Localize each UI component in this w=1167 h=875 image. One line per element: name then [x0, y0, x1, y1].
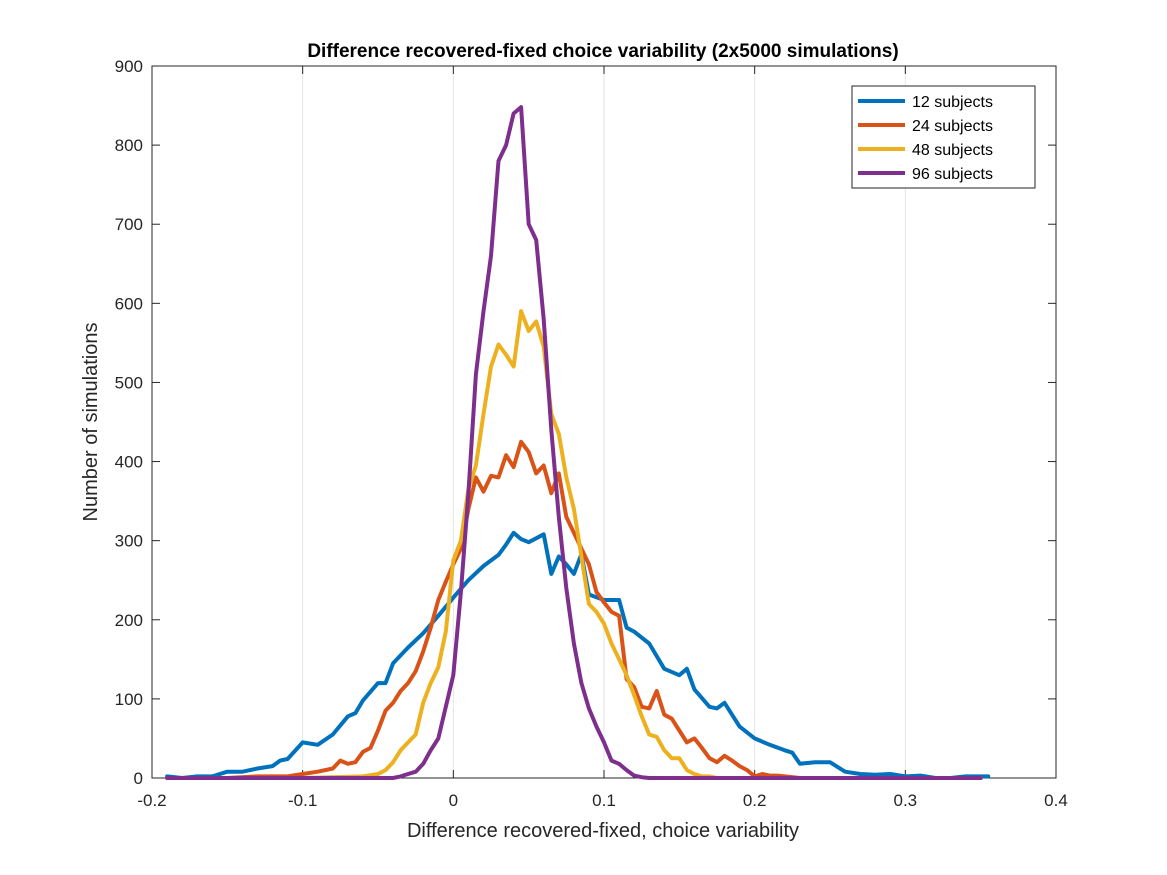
y-tick-label: 800	[115, 136, 143, 155]
legend: 12 subjects 24 subjects 48 subjects 96 subj…	[851, 85, 1036, 189]
legend-label: 96 subjects	[912, 166, 993, 183]
y-tick-label: 500	[115, 373, 143, 392]
y-axis: 0 100 200 300 400 500 600 700 800 900	[115, 57, 1056, 788]
x-tick-label: -0.1	[288, 791, 317, 810]
x-tick-label: 0.4	[1044, 791, 1068, 810]
x-axis-label: Difference recovered-fixed, choice varia…	[407, 820, 799, 842]
y-tick-label: 300	[115, 532, 143, 551]
y-tick-label: 100	[115, 690, 143, 709]
y-tick-label: 200	[115, 611, 143, 630]
series-line-3	[165, 309, 983, 780]
legend-label: 12 subjects	[912, 94, 993, 111]
y-tick-label: 0	[134, 769, 143, 788]
series-line-4	[165, 105, 983, 780]
series-line-1	[165, 530, 991, 780]
x-tick-label: 0	[449, 791, 458, 810]
y-tick-label: 600	[115, 294, 143, 313]
x-tick-label: -0.2	[137, 791, 166, 810]
series-lines	[165, 105, 991, 780]
grid	[302, 66, 906, 778]
y-axis-label: Number of simulations	[80, 323, 102, 522]
y-tick-label: 700	[115, 215, 143, 234]
chart-title: Difference recovered-fixed choice variab…	[307, 41, 898, 62]
x-tick-label: 0.1	[592, 791, 616, 810]
legend-label: 48 subjects	[912, 142, 993, 159]
y-tick-label: 400	[115, 453, 143, 472]
y-tick-label: 900	[115, 57, 143, 76]
x-tick-label: 0.3	[894, 791, 918, 810]
legend-label: 24 subjects	[912, 118, 993, 135]
x-tick-label: 0.2	[743, 791, 767, 810]
